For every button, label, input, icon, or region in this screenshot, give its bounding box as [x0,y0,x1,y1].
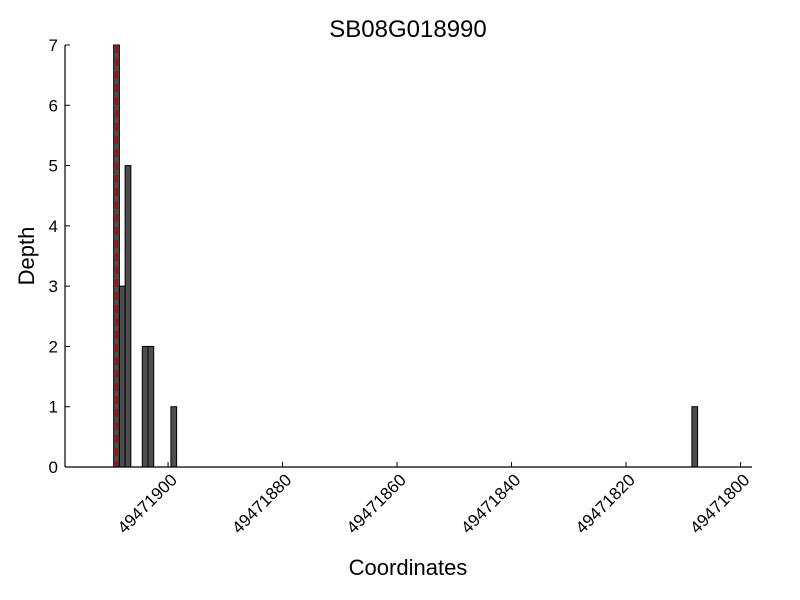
bar-1 [118,285,126,468]
x-tick-label-49471880: 49471880 [228,470,295,537]
bar-5 [170,406,178,468]
y-tick-label-6: 6 [49,96,58,115]
y-tick-label-0: 0 [49,458,58,477]
x-tick-label-49471840: 49471840 [457,470,524,537]
y-axis-label: Depth [14,227,39,286]
bar-4 [147,345,155,468]
chart-title: SB08G018990 [329,16,486,43]
axes-layer [64,45,752,468]
y-tick-label-4: 4 [49,217,58,236]
y-tick-label-3: 3 [49,277,58,296]
x-axis-label: Coordinates [349,555,468,580]
y-tick-label-7: 7 [49,36,58,55]
bars-layer [113,44,699,468]
x-tick-label-49471800: 49471800 [686,470,753,537]
ticks-layer: 0 1 2 3 4 5 6 7 49471900 49471880 49471860 49471840… [49,36,754,537]
bar-3 [141,345,149,468]
x-tick-label-49471820: 49471820 [572,470,639,537]
x-tick-label-49471900: 49471900 [114,470,181,537]
bar-6 [691,406,699,468]
y-tick-label-5: 5 [49,157,58,176]
bar-2 [124,165,132,468]
x-tick-label-49471860: 49471860 [343,470,410,537]
y-tick-label-1: 1 [49,398,58,417]
y-tick-label-2: 2 [49,337,58,356]
